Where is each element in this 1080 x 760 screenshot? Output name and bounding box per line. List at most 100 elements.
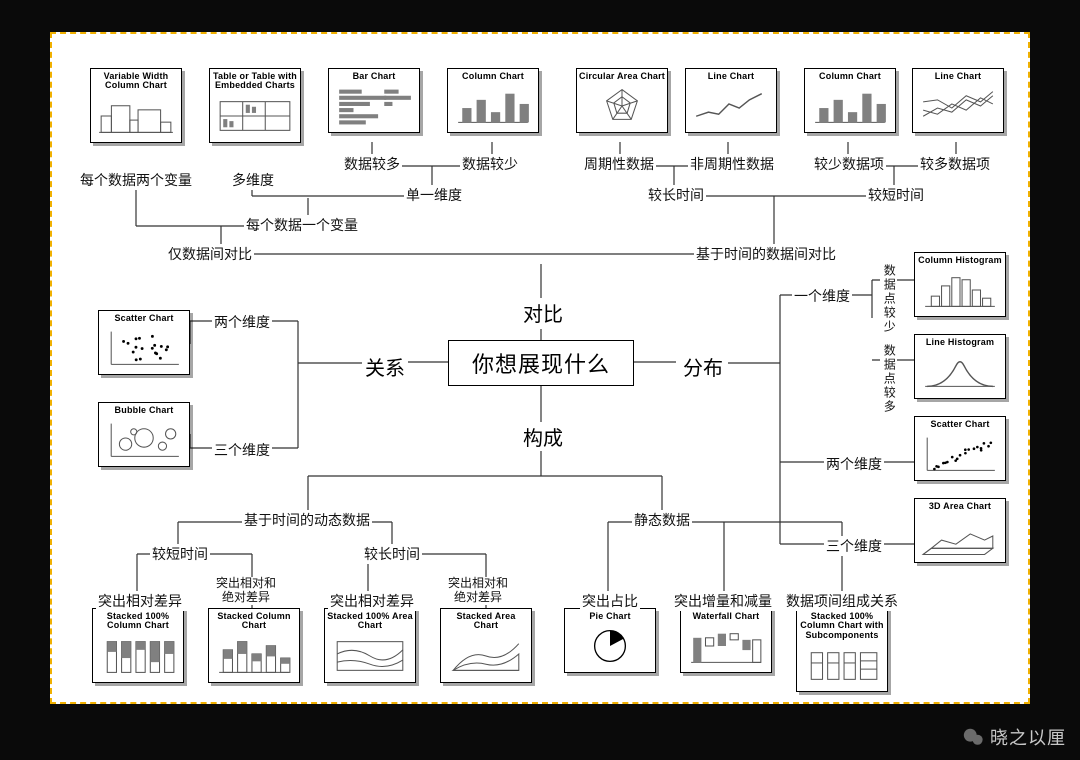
chart-thumb-icon [333, 84, 415, 128]
card-linechart2: Line Chart [912, 68, 1004, 133]
label-l_reldiff1: 突出相对差异 [96, 591, 184, 611]
label-l_reldiff2: 突出相对差异 [328, 591, 416, 611]
card-linechart1: Line Chart [685, 68, 777, 133]
chart-thumb-icon [329, 634, 411, 678]
card-pie: Pie Chart [564, 608, 656, 673]
label-l_group: 数据项间组成关系 [784, 591, 900, 611]
label-l_dist_v_many: 数据点较多 [880, 344, 897, 414]
card-scatter1: Scatter Chart [98, 310, 190, 375]
category-distribute: 分布 [680, 352, 726, 381]
card-title: Column Chart [805, 69, 895, 83]
label-l_many: 数据较多 [342, 154, 402, 174]
card-title: Scatter Chart [915, 417, 1005, 431]
page: 你想展现什么 对比 关系 分布 构成 Variable Width Column… [0, 0, 1080, 760]
card-title: 3D Area Chart [915, 499, 1005, 513]
card-title: Line Chart [913, 69, 1003, 83]
wechat-icon [962, 726, 984, 748]
chart-thumb-icon [103, 326, 185, 370]
card-title: Circular Area Chart [577, 69, 667, 83]
card-stk100col: Stacked 100% Column Chart [92, 608, 184, 683]
chart-thumb-icon [97, 634, 179, 678]
chart-thumb-icon [581, 84, 663, 128]
label-l_dist_v_few: 数据点较少 [880, 264, 897, 334]
card-title: Scatter Chart [99, 311, 189, 325]
category-relation: 关系 [362, 352, 408, 381]
label-l_manyitems: 较多数据项 [918, 154, 992, 174]
card-title: Line Histogram [915, 335, 1005, 349]
label-l_dist_1d: 一个维度 [792, 286, 852, 306]
card-title: Line Chart [686, 69, 776, 83]
card-scatter2: Scatter Chart [914, 416, 1006, 481]
card-title: Variable Width Column Chart [91, 69, 181, 93]
label-l_longtime1: 较长时间 [646, 185, 706, 205]
chart-thumb-icon [452, 84, 534, 128]
label-l_short2: 较短时间 [150, 544, 210, 564]
card-area3d: 3D Area Chart [914, 498, 1006, 563]
label-l_relabs1: 突出相对和绝对差异 [214, 577, 278, 605]
watermark-text: 晓之以厘 [990, 724, 1066, 750]
card-stkcol: Stacked Column Chart [208, 608, 300, 683]
label-l_rel_2d: 两个维度 [212, 312, 272, 332]
label-l_ratio: 突出占比 [580, 591, 640, 611]
label-l_cmptime: 基于时间的数据间对比 [694, 244, 838, 264]
chart-thumb-icon [569, 624, 651, 668]
label-l_onevar: 每个数据一个变量 [244, 215, 360, 235]
card-title: Pie Chart [565, 609, 655, 623]
card-title: Stacked Area Chart [441, 609, 531, 633]
label-l_multidim: 多维度 [230, 170, 276, 190]
chart-thumb-icon [690, 84, 772, 128]
diagram-board: 你想展现什么 对比 关系 分布 构成 Variable Width Column… [50, 32, 1030, 704]
card-title: Column Chart [448, 69, 538, 83]
card-waterfall: Waterfall Chart [680, 608, 772, 673]
chart-thumb-icon [103, 418, 185, 462]
label-l_rel_3d: 三个维度 [212, 440, 272, 460]
card-title: Bubble Chart [99, 403, 189, 417]
card-colchart2: Column Chart [804, 68, 896, 133]
card-colhist: Column Histogram [914, 252, 1006, 317]
label-l_few: 数据较少 [460, 154, 520, 174]
card-linehist: Line Histogram [914, 334, 1006, 399]
label-l_2var: 每个数据两个变量 [78, 170, 194, 190]
label-l_dyn: 基于时间的动态数据 [242, 510, 372, 530]
chart-thumb-icon [919, 268, 1001, 312]
center-question: 你想展现什么 [448, 340, 634, 386]
chart-thumb-icon [809, 84, 891, 128]
chart-thumb-icon [213, 634, 295, 678]
label-l_dist_2d: 两个维度 [824, 454, 884, 474]
chart-thumb-icon [445, 634, 527, 678]
category-compose: 构成 [520, 422, 566, 451]
chart-thumb-icon [214, 94, 296, 138]
chart-thumb-icon [685, 624, 767, 668]
label-l_delta: 突出增量和减量 [672, 591, 774, 611]
card-stkarea: Stacked Area Chart [440, 608, 532, 683]
category-compare: 对比 [520, 298, 566, 327]
label-l_cmpdata: 仅数据间对比 [166, 244, 254, 264]
label-l_dist_3d: 三个维度 [824, 536, 884, 556]
card-title: Column Histogram [915, 253, 1005, 267]
card-stk100sub: Stacked 100% Column Chart with Subcompon… [796, 608, 888, 692]
chart-thumb-icon [801, 643, 883, 687]
label-l_static: 静态数据 [632, 510, 692, 530]
chart-thumb-icon [95, 94, 177, 138]
card-bubble: Bubble Chart [98, 402, 190, 467]
card-varwidth: Variable Width Column Chart [90, 68, 182, 143]
card-title: Table or Table with Embedded Charts [210, 69, 300, 93]
chart-thumb-icon [917, 84, 999, 128]
label-l_shorttime1: 较短时间 [866, 185, 926, 205]
card-title: Stacked 100% Area Chart [325, 609, 415, 633]
card-circarea: Circular Area Chart [576, 68, 668, 133]
content-layer: 你想展现什么 对比 关系 分布 构成 Variable Width Column… [52, 34, 1028, 702]
chart-thumb-icon [919, 350, 1001, 394]
label-l_fewitems: 较少数据项 [812, 154, 886, 174]
card-stk100area: Stacked 100% Area Chart [324, 608, 416, 683]
label-l_long2: 较长时间 [362, 544, 422, 564]
label-l_relabs2: 突出相对和绝对差异 [446, 577, 510, 605]
card-barchart: Bar Chart [328, 68, 420, 133]
card-colchart1: Column Chart [447, 68, 539, 133]
watermark: 晓之以厘 [962, 724, 1066, 750]
chart-thumb-icon [919, 432, 1001, 476]
card-title: Waterfall Chart [681, 609, 771, 623]
card-title: Stacked Column Chart [209, 609, 299, 633]
card-title: Stacked 100% Column Chart [93, 609, 183, 633]
label-l_nonperiodic: 非周期性数据 [688, 154, 776, 174]
